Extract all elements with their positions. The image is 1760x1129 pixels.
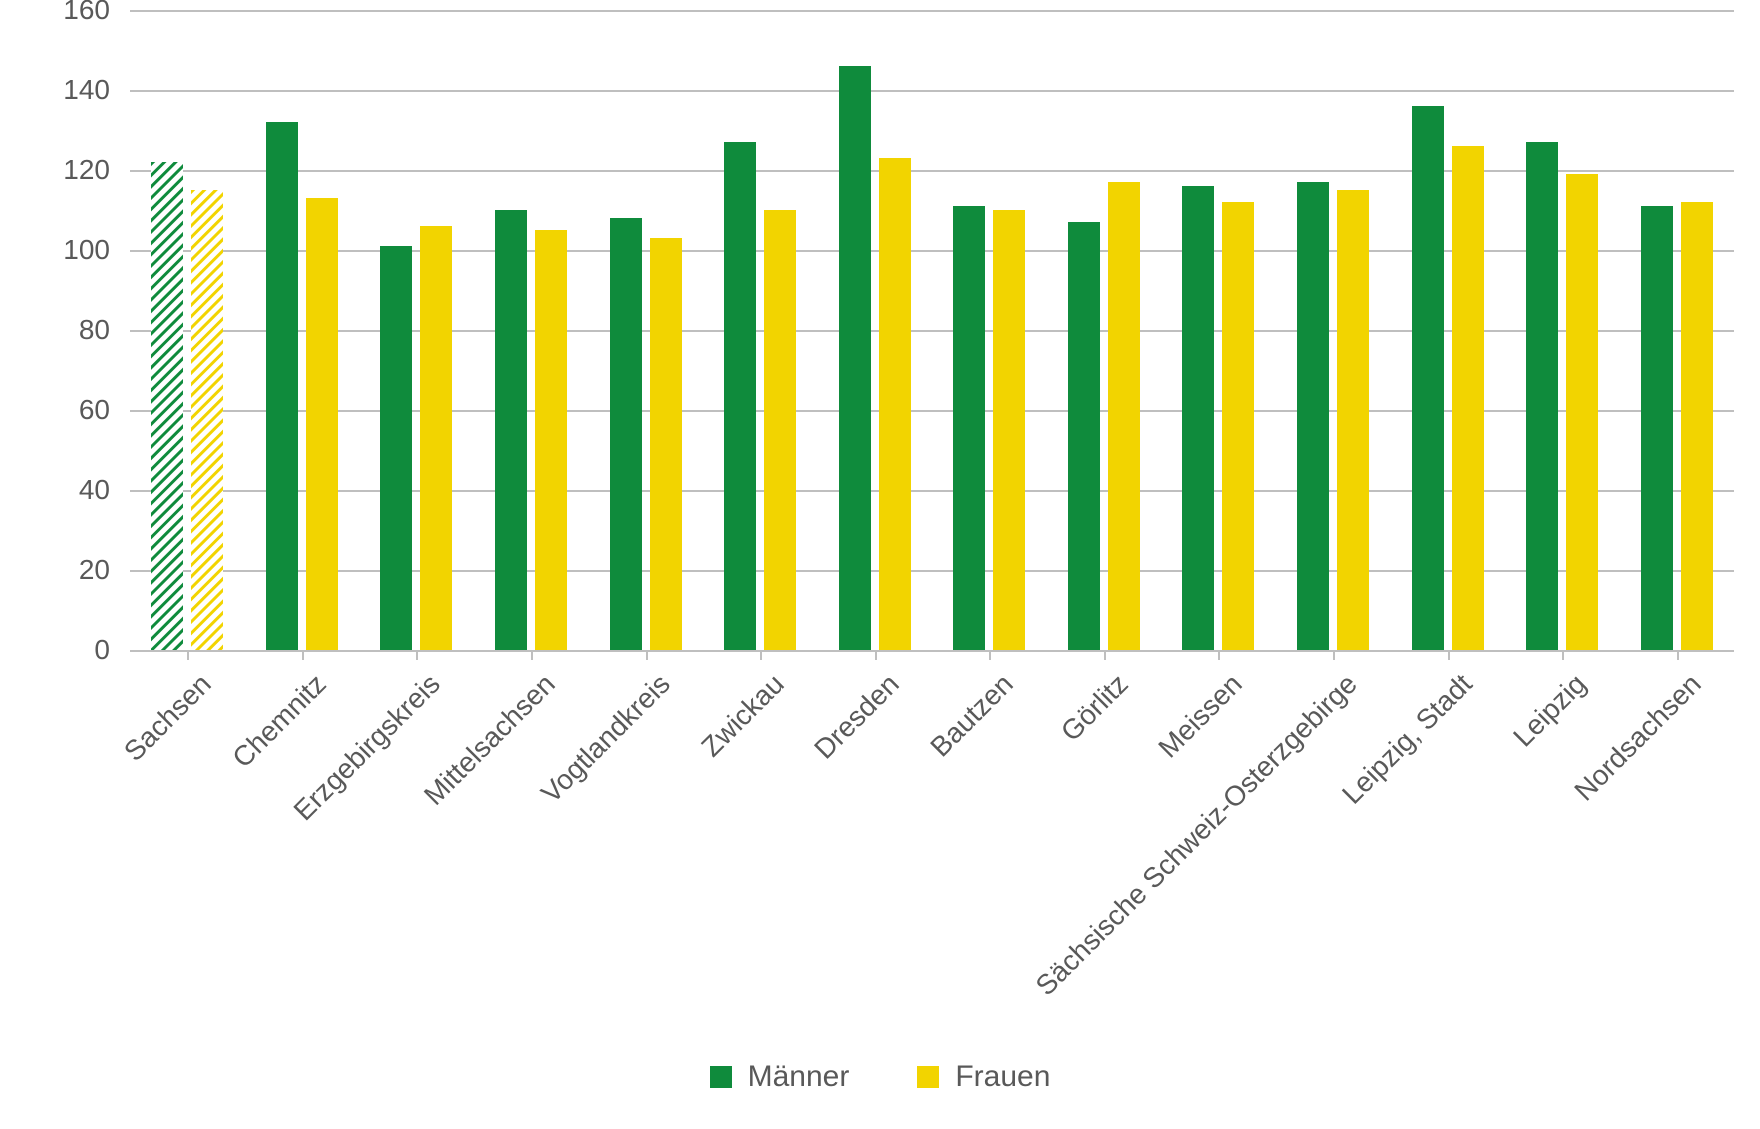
bar-frauen: [535, 230, 567, 650]
y-tick-label: 160: [63, 0, 110, 26]
x-tick: [989, 650, 991, 660]
x-tick: [1333, 650, 1335, 660]
plot-outer: 0 20 40 60 80 100 120 140 160: [50, 10, 1745, 650]
y-tick-label: 20: [79, 554, 110, 586]
bar-frauen: [1108, 182, 1140, 650]
legend-label-frauen: Frauen: [955, 1060, 1050, 1094]
bar-frauen: [879, 158, 911, 650]
bar-frauen: [191, 190, 223, 650]
legend-swatch-maenner: [710, 1066, 732, 1088]
bar-frauen: [306, 198, 338, 650]
x-tick: [531, 650, 533, 660]
x-tick: [1562, 650, 1564, 660]
bar-maenner: [839, 66, 871, 650]
bar-maenner: [1526, 142, 1558, 650]
y-tick-label: 100: [63, 234, 110, 266]
bar-frauen: [993, 210, 1025, 650]
bar-maenner: [1412, 106, 1444, 650]
bar-maenner: [495, 210, 527, 650]
y-axis-labels: 0 20 40 60 80 100 120 140 160: [50, 10, 120, 650]
bar-frauen: [1681, 202, 1713, 650]
x-tick: [302, 650, 304, 660]
x-tick: [1218, 650, 1220, 660]
bar-maenner: [1068, 222, 1100, 650]
legend-swatch-frauen: [917, 1066, 939, 1088]
chart-container: 0 20 40 60 80 100 120 140 160: [0, 0, 1760, 1129]
bar-maenner: [724, 142, 756, 650]
y-tick-label: 0: [94, 634, 110, 666]
y-tick-label: 120: [63, 154, 110, 186]
bar-maenner: [380, 246, 412, 650]
bar-maenner: [151, 162, 183, 650]
bar-maenner: [1297, 182, 1329, 650]
bar-frauen: [1452, 146, 1484, 650]
x-tick: [1104, 650, 1106, 660]
y-tick-label: 80: [79, 314, 110, 346]
legend-label-maenner: Männer: [748, 1060, 850, 1094]
y-tick-label: 40: [79, 474, 110, 506]
x-axis-labels: SachsenChemnitzErzgebirgskreisMittelsach…: [130, 668, 1734, 1048]
bar-frauen: [764, 210, 796, 650]
bar-maenner: [610, 218, 642, 650]
legend: Männer Frauen: [0, 1060, 1760, 1094]
bars-layer: [130, 10, 1734, 650]
bar-frauen: [650, 238, 682, 650]
bar-maenner: [953, 206, 985, 650]
bar-frauen: [1337, 190, 1369, 650]
bar-frauen: [1566, 174, 1598, 650]
x-tick: [875, 650, 877, 660]
bar-frauen: [1222, 202, 1254, 650]
x-tick: [1448, 650, 1450, 660]
bar-maenner: [1182, 186, 1214, 650]
bar-maenner: [266, 122, 298, 650]
x-tick: [1677, 650, 1679, 660]
x-tick: [646, 650, 648, 660]
x-ticks: [130, 650, 1734, 660]
y-tick-label: 60: [79, 394, 110, 426]
y-tick-label: 140: [63, 74, 110, 106]
x-tick: [760, 650, 762, 660]
plot-area: [130, 10, 1734, 652]
x-tick: [187, 650, 189, 660]
x-tick: [416, 650, 418, 660]
bar-frauen: [420, 226, 452, 650]
bar-maenner: [1641, 206, 1673, 650]
